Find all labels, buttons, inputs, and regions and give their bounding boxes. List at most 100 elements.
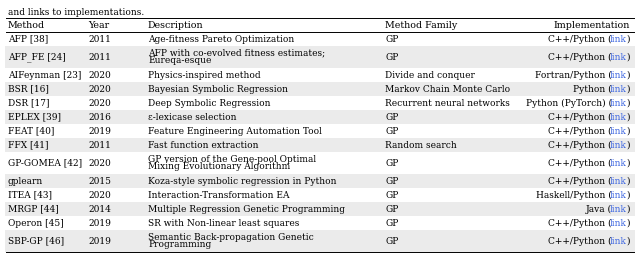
Text: C++/Python (: C++/Python ( <box>548 112 612 122</box>
Text: link: link <box>609 219 627 227</box>
Text: Year: Year <box>88 20 109 29</box>
Text: Method: Method <box>8 20 45 29</box>
Text: GP: GP <box>385 158 398 167</box>
Text: link: link <box>609 191 627 200</box>
Text: ): ) <box>627 126 630 135</box>
Text: ): ) <box>627 85 630 94</box>
Text: AIFeynman [23]: AIFeynman [23] <box>8 70 81 80</box>
Text: 2019: 2019 <box>88 219 111 227</box>
Text: link: link <box>609 70 627 80</box>
Text: ): ) <box>627 140 630 149</box>
Text: GP-GOMEA [42]: GP-GOMEA [42] <box>8 158 82 167</box>
Text: Eureqa-esque: Eureqa-esque <box>148 56 211 65</box>
Text: C++/Python (: C++/Python ( <box>548 218 612 228</box>
Text: Recurrent neural networks: Recurrent neural networks <box>385 99 510 108</box>
Text: Markov Chain Monte Carlo: Markov Chain Monte Carlo <box>385 85 510 94</box>
Bar <box>5 230 635 252</box>
Text: link: link <box>609 34 627 43</box>
Text: 2020: 2020 <box>88 70 111 80</box>
Text: GP: GP <box>385 113 398 121</box>
Text: Feature Engineering Automation Tool: Feature Engineering Automation Tool <box>148 126 322 135</box>
Text: 2014: 2014 <box>88 205 111 214</box>
Text: BSR [16]: BSR [16] <box>8 85 49 94</box>
Text: C++/Python (: C++/Python ( <box>548 34 612 43</box>
Text: ): ) <box>627 176 630 186</box>
Text: Divide and conquer: Divide and conquer <box>385 70 475 80</box>
Text: Bayesian Symbolic Regression: Bayesian Symbolic Regression <box>148 85 288 94</box>
Bar <box>5 46 635 68</box>
Text: Physics-inspired method: Physics-inspired method <box>148 70 260 80</box>
Text: GP: GP <box>385 205 398 214</box>
Text: link: link <box>609 99 627 108</box>
Text: 2011: 2011 <box>88 140 111 149</box>
Text: link: link <box>609 236 627 245</box>
Text: ): ) <box>627 34 630 43</box>
Text: C++/Python (: C++/Python ( <box>548 176 612 186</box>
Text: link: link <box>609 113 627 121</box>
Text: Random search: Random search <box>385 140 457 149</box>
Text: 2020: 2020 <box>88 158 111 167</box>
Text: link: link <box>609 140 627 149</box>
Text: 2011: 2011 <box>88 52 111 61</box>
Text: Interaction-Transformation EA: Interaction-Transformation EA <box>148 191 289 200</box>
Bar <box>5 110 635 124</box>
Text: GP version of the Gene-pool Optimal: GP version of the Gene-pool Optimal <box>148 154 316 164</box>
Text: C++/Python (: C++/Python ( <box>548 158 612 167</box>
Text: SBP-GP [46]: SBP-GP [46] <box>8 236 64 245</box>
Text: Python (PyTorch) (: Python (PyTorch) ( <box>526 98 612 108</box>
Text: Method Family: Method Family <box>385 20 457 29</box>
Text: link: link <box>609 205 627 214</box>
Text: Operon [45]: Operon [45] <box>8 219 64 227</box>
Text: Programming: Programming <box>148 240 211 249</box>
Text: ): ) <box>627 158 630 167</box>
Text: and links to implementations.: and links to implementations. <box>8 8 144 17</box>
Text: DSR [17]: DSR [17] <box>8 99 49 108</box>
Text: Deep Symbolic Regression: Deep Symbolic Regression <box>148 99 271 108</box>
Text: link: link <box>609 158 627 167</box>
Text: GP: GP <box>385 219 398 227</box>
Text: link: link <box>609 85 627 94</box>
Text: 2019: 2019 <box>88 236 111 245</box>
Text: Age-fitness Pareto Optimization: Age-fitness Pareto Optimization <box>148 34 294 43</box>
Bar <box>5 202 635 216</box>
Text: ): ) <box>627 219 630 227</box>
Text: SR with Non-linear least squares: SR with Non-linear least squares <box>148 219 300 227</box>
Bar <box>5 82 635 96</box>
Text: Semantic Back-propagation Genetic: Semantic Back-propagation Genetic <box>148 233 314 241</box>
Text: EPLEX [39]: EPLEX [39] <box>8 113 61 121</box>
Text: link: link <box>609 176 627 186</box>
Text: ): ) <box>627 70 630 80</box>
Text: GP: GP <box>385 191 398 200</box>
Text: AFP with co-evolved fitness estimates;: AFP with co-evolved fitness estimates; <box>148 48 325 58</box>
Text: ): ) <box>627 191 630 200</box>
Text: ): ) <box>627 236 630 245</box>
Text: Koza-style symbolic regression in Python: Koza-style symbolic regression in Python <box>148 176 337 186</box>
Text: 2015: 2015 <box>88 176 111 186</box>
Text: ): ) <box>627 205 630 214</box>
Text: C++/Python (: C++/Python ( <box>548 140 612 149</box>
Text: AFP_FE [24]: AFP_FE [24] <box>8 52 66 62</box>
Text: Haskell/Python (: Haskell/Python ( <box>536 191 612 200</box>
Text: ): ) <box>627 113 630 121</box>
Text: Fortran/Python (: Fortran/Python ( <box>535 70 612 80</box>
Text: MRGP [44]: MRGP [44] <box>8 205 59 214</box>
Text: GP: GP <box>385 52 398 61</box>
Text: 2016: 2016 <box>88 113 111 121</box>
Text: FFX [41]: FFX [41] <box>8 140 49 149</box>
Text: GP: GP <box>385 176 398 186</box>
Text: Mixing Evolutionary Algorithm: Mixing Evolutionary Algorithm <box>148 162 291 171</box>
Text: AFP [38]: AFP [38] <box>8 34 48 43</box>
Text: Fast function extraction: Fast function extraction <box>148 140 259 149</box>
Text: Implementation: Implementation <box>554 20 630 29</box>
Text: gplearn: gplearn <box>8 176 44 186</box>
Text: GP: GP <box>385 34 398 43</box>
Text: 2011: 2011 <box>88 34 111 43</box>
Text: Multiple Regression Genetic Programming: Multiple Regression Genetic Programming <box>148 205 345 214</box>
Text: Description: Description <box>148 20 204 29</box>
Text: ε-lexicase selection: ε-lexicase selection <box>148 113 237 121</box>
Text: 2020: 2020 <box>88 99 111 108</box>
Bar <box>5 138 635 152</box>
Text: ): ) <box>627 52 630 61</box>
Text: GP: GP <box>385 236 398 245</box>
Text: link: link <box>609 126 627 135</box>
